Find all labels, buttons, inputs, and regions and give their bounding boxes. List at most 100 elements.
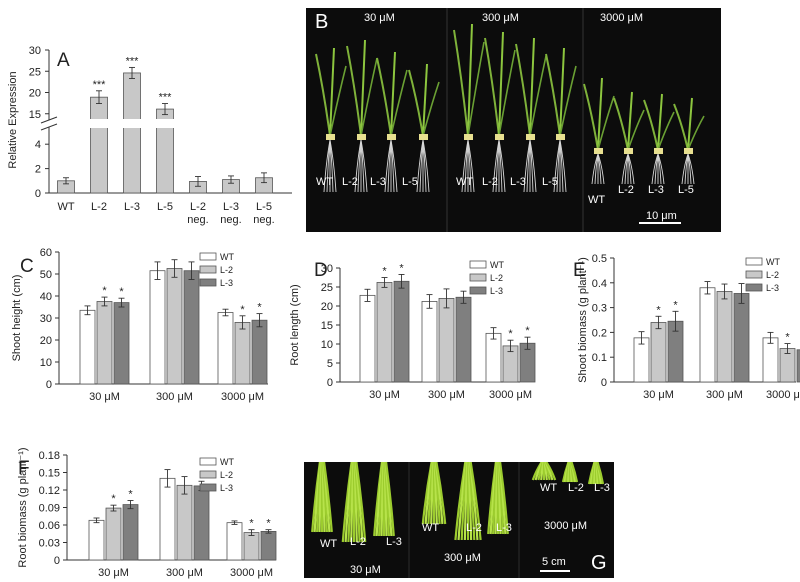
y-tick-label: 10 <box>40 357 52 369</box>
scale-bar <box>639 222 681 224</box>
y-tick-label: 30 <box>40 313 52 325</box>
y-tick-label: 2 <box>35 164 41 176</box>
category-label: 30 μM <box>98 567 129 579</box>
panel-letter: A <box>57 50 70 71</box>
y-tick-label: 20 <box>29 88 41 100</box>
y-tick-label: 30 <box>29 45 41 57</box>
seedling-seed <box>624 148 633 154</box>
seedling-leaf <box>467 41 485 137</box>
bar <box>438 297 455 383</box>
axis-break-mark <box>40 116 58 124</box>
seedling-root <box>687 153 695 185</box>
legend-swatch <box>199 278 217 287</box>
y-tick-label: 0.18 <box>39 450 60 462</box>
y-tick-label: 0 <box>327 377 333 389</box>
panel-letter-g: G <box>591 552 607 574</box>
panel-letter: F <box>18 458 30 479</box>
y-tick-label: 0.09 <box>39 503 60 515</box>
bar <box>159 477 176 561</box>
seedling-label: L-5 <box>402 176 418 188</box>
seedling-leaf <box>346 45 362 137</box>
photo-divider <box>518 462 520 578</box>
seedling-leaf <box>376 57 392 137</box>
photo-divider <box>408 462 410 578</box>
root-strand <box>596 462 605 485</box>
conc-label-300: 300 μM <box>444 552 481 564</box>
seedling-label: L-2 <box>618 184 634 196</box>
seedling-root <box>529 139 537 193</box>
bar <box>260 531 277 561</box>
panel-d-root-length: 0 5 10 15 20 25 30 Root length (cm) D * * 30 μM 300 … <box>289 260 536 401</box>
bar <box>176 484 193 561</box>
root-strand <box>469 462 482 541</box>
legend-swatch <box>199 265 217 274</box>
bar-break-gap <box>89 119 109 128</box>
photo-divider <box>582 8 584 232</box>
bar <box>105 507 122 561</box>
category-label: neg. <box>187 214 208 226</box>
y-tick-label: 0.5 <box>592 253 607 265</box>
seedlings-illustration <box>315 8 705 232</box>
seedling-seed <box>464 134 473 140</box>
root-label: WT <box>320 538 338 550</box>
root-label: WT <box>540 482 558 494</box>
legend-swatch <box>745 270 763 279</box>
seedling-label: L-5 <box>542 176 558 188</box>
category-label: 300 μM <box>706 389 743 401</box>
significance-mark: *** <box>93 79 107 91</box>
category-label: L-3 <box>223 201 239 213</box>
bar <box>485 332 502 383</box>
category-label: 30 μM <box>369 389 400 401</box>
seedling-leaf <box>687 97 693 151</box>
bar <box>796 349 800 383</box>
bar <box>393 280 410 383</box>
seedling-leaf <box>467 23 473 137</box>
photo-divider <box>446 8 448 232</box>
seedling-seed <box>357 134 366 140</box>
y-tick-label: 0 <box>601 377 607 389</box>
root-label: L-2 <box>568 482 584 494</box>
y-tick-label: 50 <box>40 269 52 281</box>
seedling-leaf <box>559 47 565 137</box>
legend-label: WT <box>490 260 504 270</box>
root-strand <box>435 462 447 525</box>
axis-break-mark <box>40 123 58 131</box>
seedling-root <box>657 153 665 185</box>
legend-swatch <box>745 257 763 266</box>
bar <box>716 291 733 383</box>
root-strand <box>355 462 367 543</box>
seedling-leaf <box>627 109 645 151</box>
y-tick-label: 0.1 <box>592 352 607 364</box>
significance-mark: * <box>240 304 245 316</box>
bar <box>455 296 472 383</box>
bar <box>251 319 268 385</box>
seedling-leaf <box>515 43 531 137</box>
seedling-label: L-5 <box>678 184 694 196</box>
y-tick-label: 10 <box>321 339 333 351</box>
seedling-root <box>559 139 567 193</box>
y-tick-label: 0 <box>54 555 60 567</box>
y-tick-label: 0.2 <box>592 327 607 339</box>
y-axis-label: Root length (cm) <box>289 284 301 365</box>
significance-mark: * <box>399 262 404 274</box>
conc-label-3000: 3000 μM <box>544 520 588 532</box>
category-label: L-5 <box>256 201 272 213</box>
significance-mark: * <box>249 518 254 530</box>
seedling-root <box>467 139 475 193</box>
category-label: 30 μM <box>643 389 674 401</box>
bar <box>79 309 96 385</box>
seedling-label: WT <box>588 194 606 206</box>
seedling-seed <box>594 148 603 154</box>
root-label: WT <box>422 522 440 534</box>
seedling-leaf <box>627 91 633 151</box>
seedling-leaf <box>453 29 469 137</box>
bar <box>123 72 141 194</box>
legend-label: L-3 <box>766 283 779 293</box>
root-strand <box>570 462 579 483</box>
seedling-leaf <box>597 77 603 151</box>
panel-f-root-biomass: 0 0.03 0.06 0.09 0.12 0.15 0.18 Root biomass (g… <box>17 447 277 579</box>
bar <box>113 302 130 385</box>
category-label: L-5 <box>157 201 173 213</box>
